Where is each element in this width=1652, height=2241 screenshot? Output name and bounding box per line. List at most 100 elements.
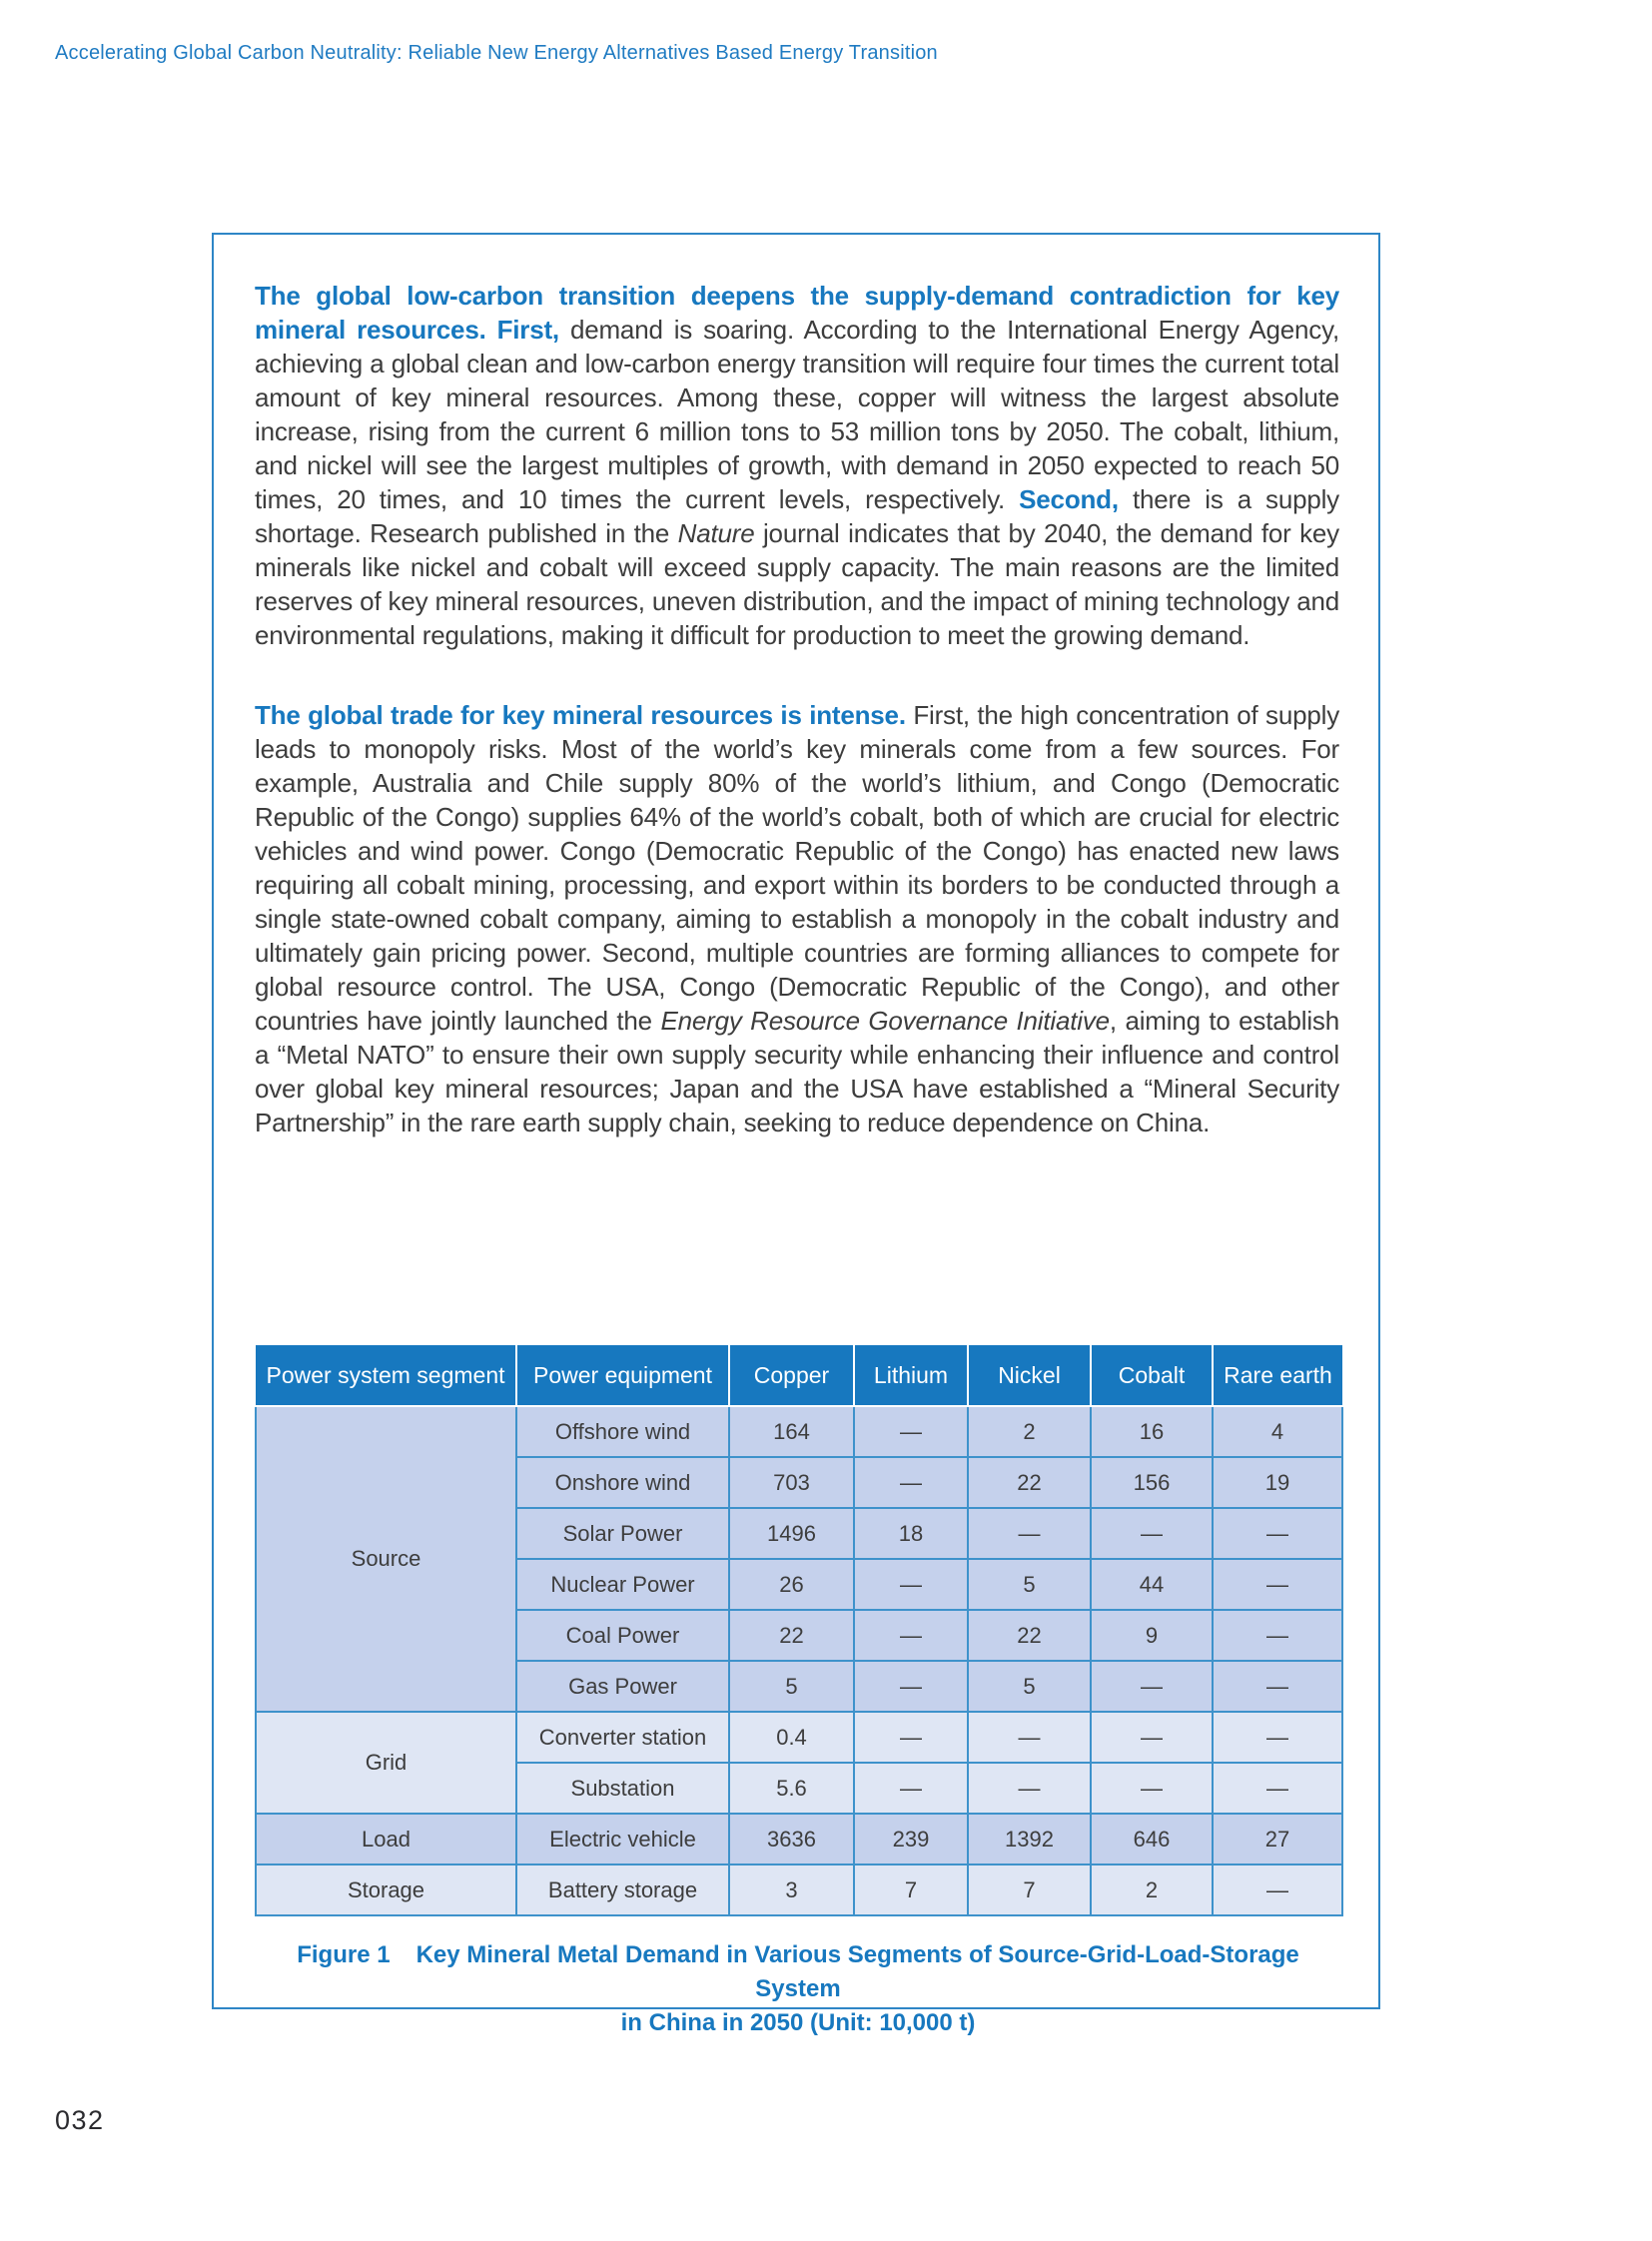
value-cell: — [1090, 1507, 1214, 1560]
column-header-nickel: Nickel [968, 1345, 1092, 1407]
segment-cell: Source [255, 1405, 517, 1713]
value-cell: 27 [1212, 1813, 1343, 1866]
value-cell: 239 [853, 1813, 969, 1866]
equipment-cell: Gas Power [515, 1660, 730, 1713]
value-cell: 1392 [967, 1813, 1092, 1866]
table-row: Nuclear Power 26 — 5 44 — [256, 1558, 1343, 1611]
value-cell: 1496 [728, 1507, 855, 1560]
paragraph-text: First, the high concentration of supply … [255, 700, 1340, 1036]
equipment-cell: Converter station [515, 1711, 730, 1764]
value-cell: — [853, 1558, 969, 1611]
value-cell: 2 [1090, 1864, 1214, 1916]
column-header-rare-earth: Rare earth [1213, 1345, 1342, 1407]
value-cell: — [853, 1762, 969, 1815]
equipment-cell: Onshore wind [515, 1456, 730, 1509]
equipment-cell: Substation [515, 1762, 730, 1815]
figure-caption: Figure 1 Key Mineral Metal Demand in Vari… [255, 1938, 1341, 2040]
initiative-name: Energy Resource Governance Initiative [660, 1006, 1110, 1036]
value-cell: — [1212, 1609, 1343, 1662]
value-cell: 26 [728, 1558, 855, 1611]
column-header-segment: Power system segment [256, 1345, 517, 1407]
table-row: Onshore wind 703 — 22 156 19 [256, 1456, 1343, 1509]
table-row: Grid Converter station 0.4 — — — — [255, 1711, 1343, 1815]
paragraph-text: there is a supply shortage. Research pub… [255, 484, 1339, 548]
value-cell: — [967, 1711, 1092, 1764]
table-row: Source Offshore wind 164 — 2 16 4 [255, 1405, 1343, 1713]
mineral-demand-table: Power system segment Power equipment Cop… [255, 1345, 1343, 1916]
value-cell: 156 [1090, 1456, 1214, 1509]
figure-caption-line1: Key Mineral Metal Demand in Various Segm… [415, 1941, 1299, 2002]
value-cell: — [1212, 1558, 1343, 1611]
equipment-cell: Electric vehicle [515, 1813, 730, 1866]
table-header-row: Power system segment Power equipment Cop… [256, 1345, 1342, 1407]
value-cell: — [1212, 1660, 1343, 1713]
value-cell: — [1090, 1762, 1214, 1815]
value-cell: 18 [853, 1507, 969, 1560]
column-header-copper: Copper [729, 1345, 855, 1407]
value-cell: 164 [728, 1405, 855, 1458]
value-cell: — [1212, 1762, 1343, 1815]
table-row: Coal Power 22 — 22 9 — [256, 1609, 1343, 1662]
value-cell: 2 [967, 1405, 1092, 1458]
value-cell: 3636 [728, 1813, 855, 1866]
value-cell: 646 [1090, 1813, 1214, 1866]
segment-cell: Load [255, 1813, 517, 1866]
equipment-cell: Nuclear Power [515, 1558, 730, 1611]
value-cell: — [1090, 1660, 1214, 1713]
running-header: Accelerating Global Carbon Neutrality: R… [55, 42, 938, 64]
paragraph-second-lead: Second, [1019, 484, 1133, 514]
page-number: 032 [55, 2105, 105, 2135]
equipment-cell: Offshore wind [515, 1405, 730, 1458]
value-cell: 3 [728, 1864, 855, 1916]
value-cell: — [1212, 1864, 1343, 1916]
column-header-cobalt: Cobalt [1091, 1345, 1214, 1407]
text-area: The global low-carbon transition deepens… [255, 279, 1339, 1139]
table-row: Substation 5.6 — — — — [256, 1762, 1343, 1815]
value-cell: — [853, 1660, 969, 1713]
table-row: Load Electric vehicle 3636 239 1392 646 … [255, 1813, 1343, 1866]
value-cell: 703 [728, 1456, 855, 1509]
value-cell: 5 [728, 1660, 855, 1713]
value-cell: 22 [728, 1609, 855, 1662]
value-cell: 19 [1212, 1456, 1343, 1509]
paragraph-global-trade: The global trade for key mineral resourc… [255, 698, 1339, 1139]
value-cell: — [853, 1456, 969, 1509]
value-cell: — [1212, 1507, 1343, 1560]
value-cell: 5 [967, 1558, 1092, 1611]
table-row: Solar Power 1496 18 — — — [256, 1507, 1343, 1560]
paragraph-text: , aiming to establish a “Metal NATO” to … [255, 1006, 1339, 1137]
segment-cell: Storage [255, 1864, 517, 1916]
segment-cell: Grid [255, 1711, 517, 1815]
value-cell: 9 [1090, 1609, 1214, 1662]
value-cell: — [853, 1405, 969, 1458]
value-cell: 5.6 [728, 1762, 855, 1815]
equipment-cell: Solar Power [515, 1507, 730, 1560]
figure-caption-label: Figure 1 [297, 1941, 391, 1968]
value-cell: 4 [1212, 1405, 1343, 1458]
value-cell: 0.4 [728, 1711, 855, 1764]
equipment-cell: Coal Power [515, 1609, 730, 1662]
value-cell: 22 [967, 1609, 1092, 1662]
value-cell: — [967, 1507, 1092, 1560]
value-cell: — [1212, 1711, 1343, 1764]
table-area: Power system segment Power equipment Cop… [255, 1345, 1343, 2040]
value-cell: 22 [967, 1456, 1092, 1509]
paragraph-lead: The global low-carbon transition deepens… [255, 281, 1339, 345]
value-cell: — [853, 1711, 969, 1764]
equipment-cell: Battery storage [515, 1864, 730, 1916]
value-cell: 5 [967, 1660, 1092, 1713]
paragraph-text: demand is soaring. According to the Inte… [255, 315, 1339, 514]
table-row: Storage Battery storage 3 7 7 2 — [255, 1864, 1343, 1916]
paragraph-text: journal indicates that by 2040, the dema… [255, 518, 1339, 650]
value-cell: 16 [1090, 1405, 1214, 1458]
figure-caption-line2: in China in 2050 (Unit: 10,000 t) [620, 2009, 976, 2036]
column-header-equipment: Power equipment [516, 1345, 730, 1407]
journal-name: Nature [677, 518, 755, 548]
value-cell: — [853, 1609, 969, 1662]
paragraph-supply-demand: The global low-carbon transition deepens… [255, 279, 1339, 652]
value-cell: 44 [1090, 1558, 1214, 1611]
table-row: Gas Power 5 — 5 — — [256, 1660, 1343, 1713]
content-box: The global low-carbon transition deepens… [212, 233, 1380, 2036]
paragraph-lead: The global trade for key mineral resourc… [255, 700, 914, 730]
value-cell: — [967, 1762, 1092, 1815]
